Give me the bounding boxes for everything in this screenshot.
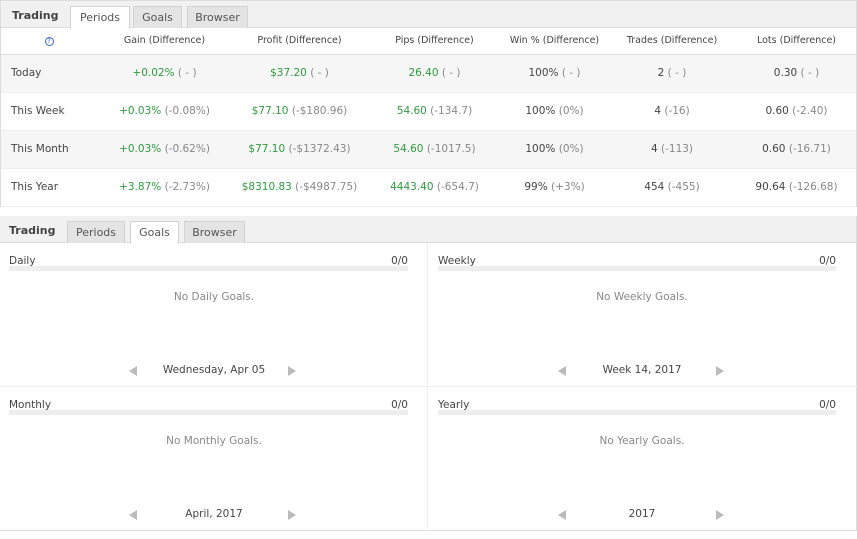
goal-name: Daily [9,255,36,267]
prev-arrow-icon[interactable] [129,366,137,376]
tab-browser[interactable]: Browser [184,221,245,243]
table-row: This Year +3.87% (-2.73%) $8310.83 (-$49… [1,168,856,207]
goal-nav: Week 14, 2017 [428,364,856,376]
goal-nav-label: April, 2017 [185,508,243,520]
tab-goals[interactable]: Goals [133,6,182,28]
goal-empty-message: No Daily Goals. [173,291,255,303]
period-label: This Year [1,168,97,207]
profit-cell: $8310.83 (-$4987.75) [232,168,367,207]
win-cell: 100% ( - ) [502,54,607,93]
goal-name: Yearly [438,399,470,411]
profit-cell: $37.20 ( - ) [232,54,367,93]
periods-panel: Trading Periods Goals Browser ? Gain (Di… [0,0,857,207]
lots-cell: 0.60 (-2.40) [737,92,856,131]
goal-nav: Wednesday, Apr 05 [0,364,428,376]
goal-daily: Daily 0/0 No Daily Goals. Wednesday, Apr … [0,243,428,387]
profit-cell: $77.10 (-$1372.43) [232,130,367,169]
pips-cell: 26.40 ( - ) [367,54,502,93]
help-icon[interactable]: ? [44,37,54,47]
next-arrow-icon[interactable] [288,366,296,376]
tab-goals[interactable]: Goals [130,221,179,244]
trades-cell: 4 (-16) [607,92,737,131]
prev-arrow-icon[interactable] [558,510,566,520]
goal-monthly: Monthly 0/0 No Monthly Goals. April, 2017 [0,387,428,531]
goal-empty-message: No Yearly Goals. [599,435,685,447]
periods-table: ? Gain (Difference) Profit (Difference) … [1,28,856,207]
profit-cell: $77.10 (-$180.96) [232,92,367,131]
column-divider [427,243,428,531]
tab-periods[interactable]: Periods [67,221,125,243]
row-divider [0,386,857,387]
goal-name: Monthly [9,399,52,411]
pips-cell: 54.60 (-134.7) [367,92,502,131]
pips-cell: 54.60 (-1017.5) [367,130,502,169]
gain-cell: +0.03% (-0.62%) [97,130,232,169]
next-arrow-icon[interactable] [716,366,724,376]
goal-nav: 2017 [428,508,856,520]
goal-count: 0/0 [819,399,836,411]
panel-title: Trading [12,9,59,22]
table-row: This Week +0.03% (-0.08%) $77.10 (-$180.… [1,92,856,131]
column-header: Profit (Difference) [232,28,367,55]
win-cell: 99% (+3%) [502,168,607,207]
lots-cell: 0.60 (-16.71) [737,130,856,169]
trades-cell: 454 (-455) [607,168,737,207]
panel-title: Trading [9,224,56,237]
goals-tabbar: Trading Periods Goals Browser [0,216,856,244]
periods-tabbar: Trading Periods Goals Browser [1,1,856,29]
goal-nav-label: Week 14, 2017 [602,364,682,376]
goals-panel: Trading Periods Goals Browser Daily 0/0 N… [0,216,857,531]
column-header: Trades (Difference) [607,28,737,55]
column-header: Pips (Difference) [367,28,502,55]
period-label: This Week [1,92,97,131]
goal-nav-label: Wednesday, Apr 05 [162,364,266,376]
lots-cell: 0.30 ( - ) [737,54,856,93]
lots-cell: 90.64 (-126.68) [737,168,856,207]
period-label: Today [1,54,97,93]
table-row: Today +0.02% ( - ) $37.20 ( - ) 26.40 ( … [1,54,856,93]
win-cell: 100% (0%) [502,92,607,131]
trades-cell: 2 ( - ) [607,54,737,93]
gain-cell: +0.02% ( - ) [97,54,232,93]
prev-arrow-icon[interactable] [129,510,137,520]
period-label: This Month [1,130,97,169]
goal-weekly: Weekly 0/0 No Weekly Goals. Week 14, 2017 [428,243,856,387]
goal-yearly: Yearly 0/0 No Yearly Goals. 2017 [428,387,856,531]
column-header: Lots (Difference) [737,28,856,55]
goal-count: 0/0 [391,399,408,411]
goal-nav: April, 2017 [0,508,428,520]
prev-arrow-icon[interactable] [558,366,566,376]
gain-cell: +3.87% (-2.73%) [97,168,232,207]
tab-periods[interactable]: Periods [70,6,130,29]
goal-count: 0/0 [391,255,408,267]
goal-count: 0/0 [819,255,836,267]
pips-cell: 4443.40 (-654.7) [367,168,502,207]
next-arrow-icon[interactable] [288,510,296,520]
goal-empty-message: No Weekly Goals. [596,291,688,303]
goal-nav-label: 2017 [628,508,656,520]
gain-cell: +0.03% (-0.08%) [97,92,232,131]
trades-cell: 4 (-113) [607,130,737,169]
column-header: Win % (Difference) [502,28,607,55]
next-arrow-icon[interactable] [716,510,724,520]
win-cell: 100% (0%) [502,130,607,169]
column-header: Gain (Difference) [97,28,232,55]
table-header: ? Gain (Difference) Profit (Difference) … [1,28,856,55]
goal-empty-message: No Monthly Goals. [166,435,262,447]
help-header: ? [1,28,97,55]
table-row: This Month +0.03% (-0.62%) $77.10 (-$137… [1,130,856,169]
tab-browser[interactable]: Browser [187,6,248,28]
goal-name: Weekly [438,255,476,267]
